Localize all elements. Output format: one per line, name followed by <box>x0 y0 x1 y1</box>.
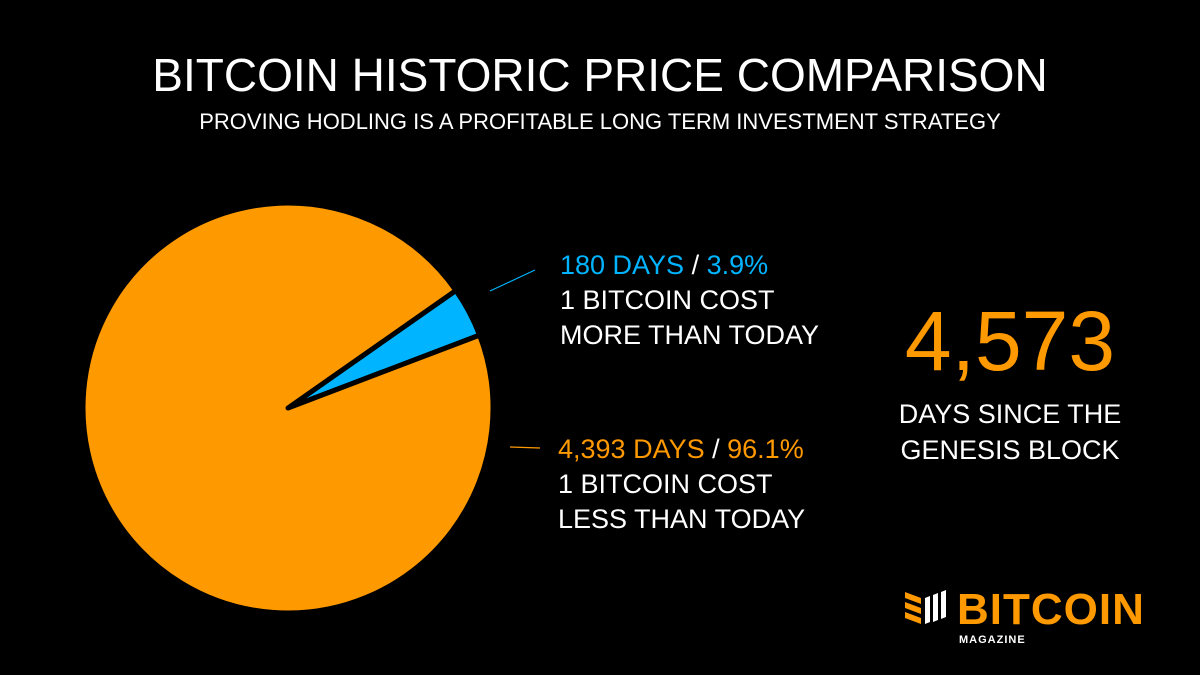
leader-line-less <box>509 446 541 449</box>
less-days: 4,393 DAYS <box>558 434 705 464</box>
label-more: 180 DAYS / 3.9% 1 BITCOIN COST MORE THAN… <box>560 248 819 353</box>
more-desc2: MORE THAN TODAY <box>560 320 820 350</box>
total-days: 4,573 <box>904 294 1116 388</box>
less-sep: / <box>712 434 720 464</box>
total-caption1: DAYS SINCE THE <box>898 399 1122 429</box>
total-caption: DAYS SINCE THE GENESIS BLOCK <box>850 396 1170 468</box>
chart-title: BITCOIN HISTORIC PRICE COMPARISON <box>152 49 1048 101</box>
total-caption2: GENESIS BLOCK <box>900 435 1120 465</box>
logo-sub: MAGAZINE <box>959 634 1026 646</box>
logo-mark-icon <box>905 590 946 624</box>
more-percent: 3.9% <box>706 250 769 280</box>
more-days: 180 DAYS <box>560 250 685 280</box>
less-desc1: 1 BITCOIN COST <box>558 469 773 499</box>
less-desc2: LESS THAN TODAY <box>558 504 806 534</box>
more-desc1: 1 BITCOIN COST <box>560 285 775 315</box>
chart-subtitle: PROVING HODLING IS A PROFITABLE LONG TER… <box>199 109 1001 134</box>
label-less: 4,393 DAYS / 96.1% 1 BITCOIN COST LESS T… <box>558 432 805 537</box>
pie-slice-less <box>80 200 496 616</box>
bitcoin-magazine-logo: BITCOIN MAGAZINE <box>905 588 1185 648</box>
logo-word: BITCOIN <box>957 585 1145 634</box>
more-sep: / <box>691 250 700 280</box>
less-percent: 96.1% <box>727 434 804 464</box>
leader-line-more <box>489 269 536 292</box>
